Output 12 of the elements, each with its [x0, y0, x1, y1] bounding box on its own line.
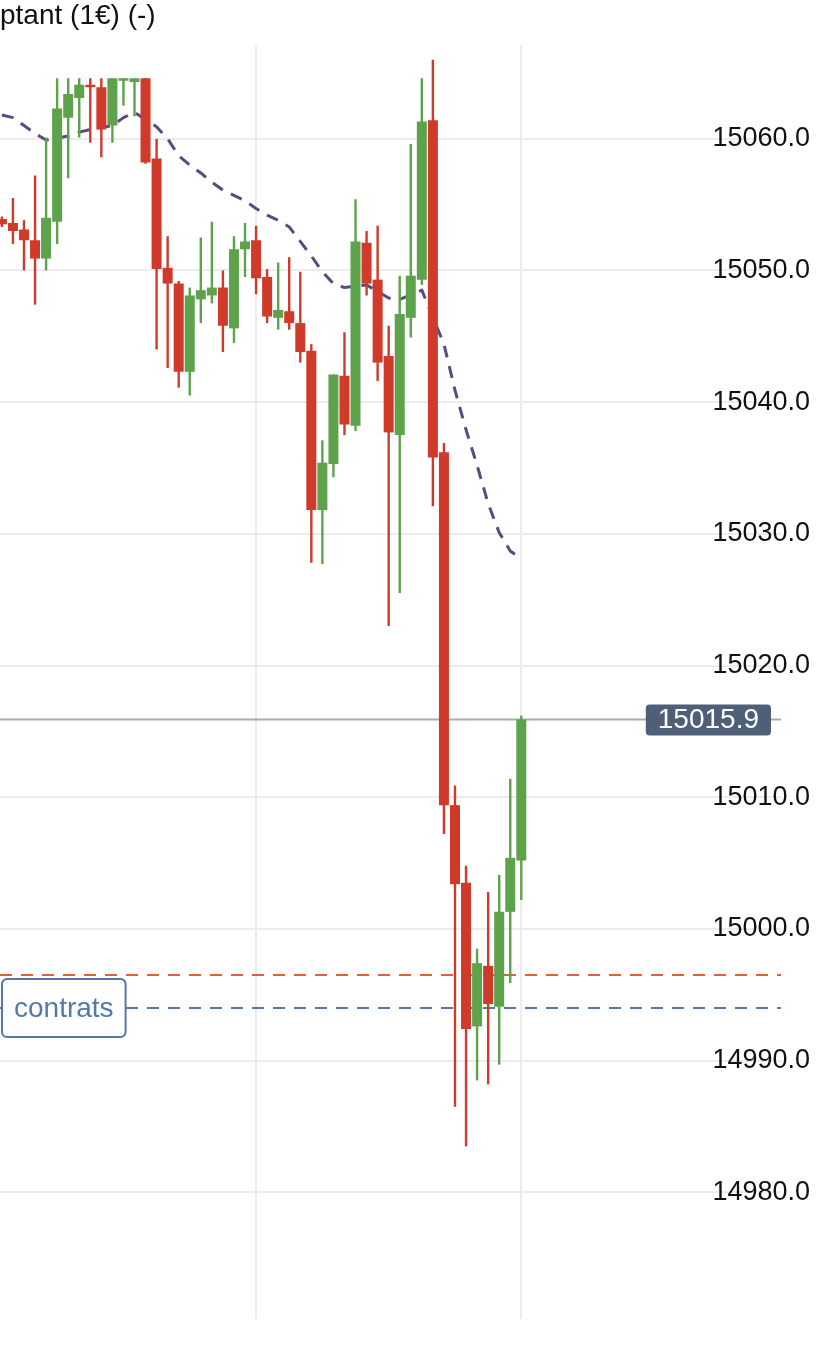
y-tick-label: 15060.0 — [712, 122, 810, 153]
y-tick-label: 15040.0 — [712, 385, 810, 416]
ref-line-label: contrats — [14, 991, 114, 1023]
ref-line-label: 15015.9 — [657, 703, 760, 735]
chart-title: ptant (1€) (-) — [0, 0, 162, 33]
y-tick-label: 15010.0 — [712, 780, 810, 811]
y-tick-label: 15050.0 — [712, 253, 810, 284]
y-tick-label: 15030.0 — [712, 517, 810, 548]
y-tick-label: 15000.0 — [712, 912, 810, 943]
y-tick-label: 14980.0 — [712, 1175, 810, 1206]
y-tick-label: 15020.0 — [712, 648, 810, 679]
y-tick-label: 14990.0 — [712, 1044, 810, 1075]
